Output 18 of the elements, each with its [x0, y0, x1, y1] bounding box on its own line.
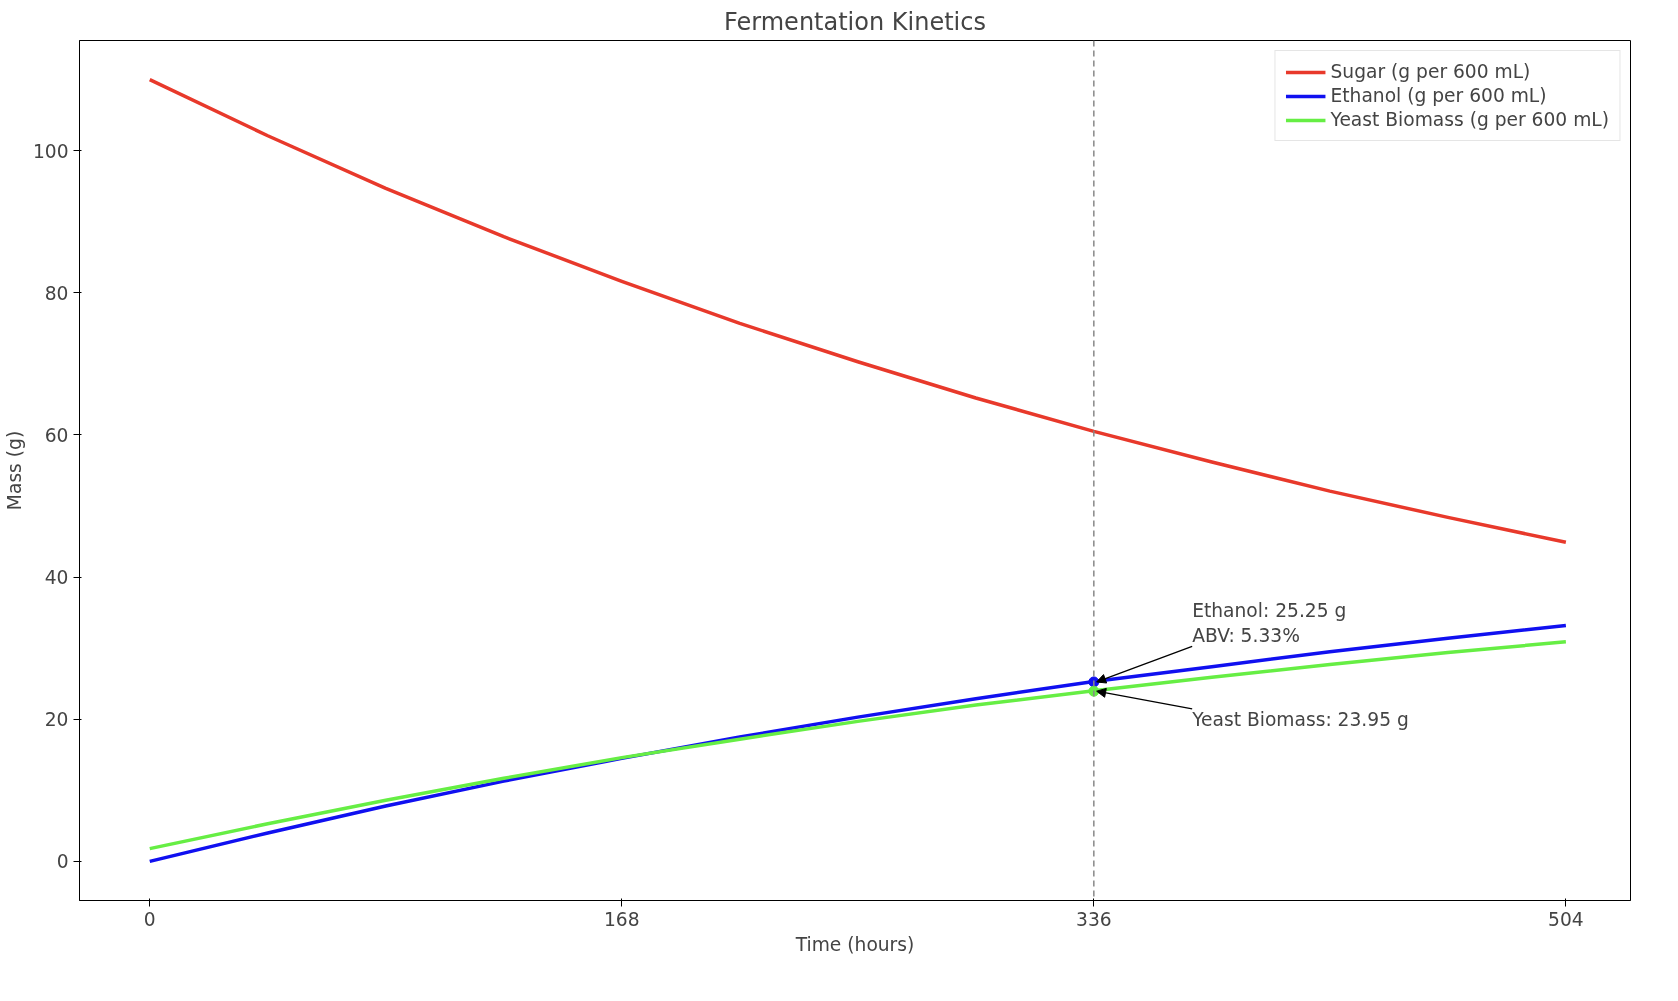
y-tick-label: 20 [44, 709, 69, 731]
y-axis-title: Mass (g) [3, 430, 25, 511]
x-tick-label: 168 [603, 908, 640, 930]
legend-label: Sugar (g per 600 mL) [1330, 61, 1531, 82]
y-tick-label: 60 [44, 424, 69, 446]
x-tick-label: 336 [1076, 908, 1112, 930]
x-axis-title: Time (hours) [794, 933, 915, 955]
annotation: Yeast Biomass: 23.95 g [1191, 708, 1409, 730]
y-tick-label: 0 [56, 851, 69, 873]
legend-label: Ethanol (g per 600 mL) [1330, 85, 1547, 106]
x-tick-label: 0 [143, 908, 156, 930]
chart-title: Fermentation Kinetics [724, 7, 986, 36]
legend-label: Yeast Biomass (g per 600 mL) [1330, 109, 1609, 130]
y-tick-label: 80 [44, 282, 69, 304]
y-tick-label: 100 [32, 140, 69, 162]
x-tick-label: 504 [1548, 908, 1584, 930]
annotation: Ethanol: 25.25 g ABV: 5.33% [1192, 600, 1347, 647]
y-tick-label: 40 [44, 567, 69, 589]
